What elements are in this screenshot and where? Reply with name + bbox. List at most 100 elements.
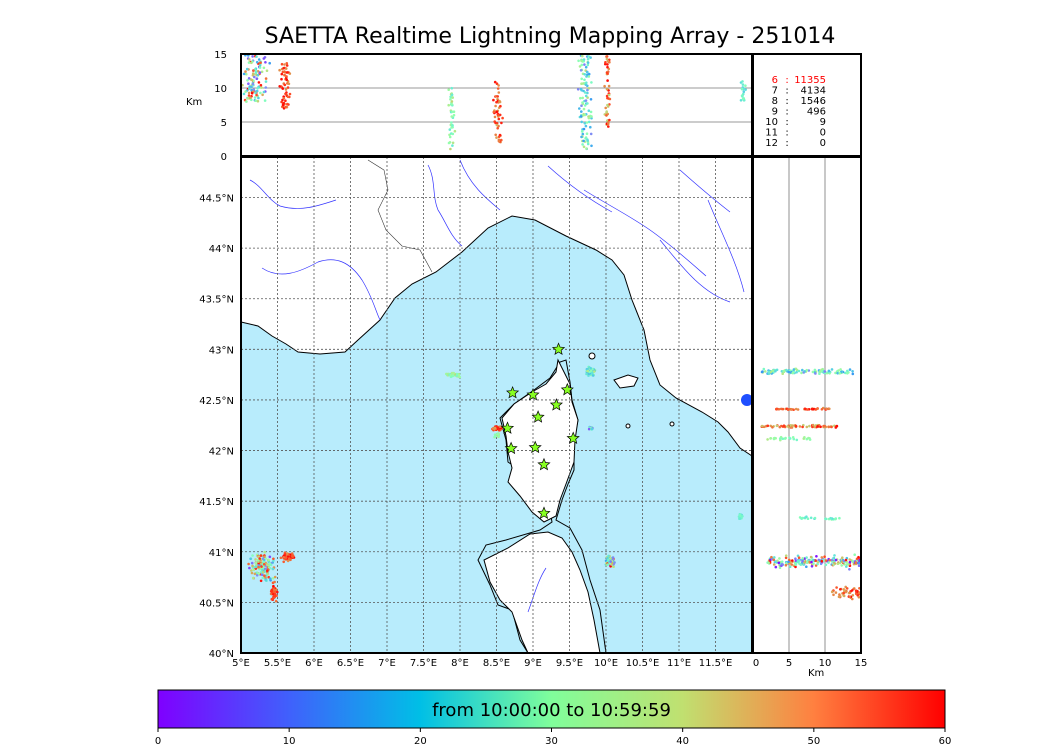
side-point [810,407,814,411]
side-point [842,594,845,597]
altitude-point [582,139,585,143]
altitude-point [605,57,609,61]
side-point [771,369,775,372]
side-point [769,370,773,374]
altitude-point [447,103,451,107]
side-point [777,561,781,565]
side-point [833,562,837,565]
altitude-point [589,132,593,136]
side-point [834,591,838,594]
altitude-tick-label: 10 [214,84,227,95]
altitude-point [586,139,589,142]
altitude-point [260,70,264,74]
elba-island [613,374,639,389]
station-count-value: 9 [820,117,826,128]
altitude-point [495,82,499,85]
station-count-sep: : [785,75,788,86]
altitude-tick-label: 5 [221,118,227,129]
altitude-point [580,82,583,85]
altitude-point [248,58,251,61]
altitude-point [256,73,260,77]
altitude-point [583,78,586,82]
altitude-point [495,110,499,113]
side-point [853,553,856,556]
side-point [767,561,770,564]
side-point [775,424,779,428]
lightning-point [494,435,497,438]
altitude-point [253,75,256,79]
side-point [781,372,784,376]
altitude-point [606,79,609,82]
lightning-point [288,557,291,560]
lightning-point [262,562,266,566]
altitude-point [246,79,249,82]
side-point [786,425,789,428]
side-point [818,372,821,376]
altitude-point [589,98,593,101]
altitude-point [260,86,263,89]
station-count-value: 4134 [801,86,826,97]
lightning-point [585,372,588,376]
colorbar-tick-label: 0 [155,736,161,747]
side-point [857,561,861,565]
side-point [778,557,781,560]
altitude-point [583,113,587,117]
altitude-point [259,61,262,64]
altitude-ylabel: Km [186,97,202,108]
altitude-point [283,74,286,77]
altitude-point [580,77,583,81]
lat-tick-label: 40.5°N [199,598,234,609]
side-point [851,370,854,373]
side-point [778,425,782,429]
altitude-point [493,115,497,119]
lightning-point [259,554,263,557]
side-point [784,436,787,440]
altitude-point [262,90,266,94]
altitude-point [242,92,246,96]
altitude-point [496,95,500,98]
side-point [814,372,817,375]
source-marker [741,394,753,406]
altitude-point [586,70,589,74]
lightning-point [586,369,589,373]
altitude-point [244,90,247,93]
altitude-point [259,83,263,87]
altitude-point [583,73,586,76]
altitude-point [285,75,288,78]
station-star [560,382,574,396]
altitude-point [587,109,591,112]
altitude-point [583,104,587,107]
altitude-point [606,103,609,107]
side-point [770,555,773,559]
altitude-point [587,116,591,120]
lightning-point [254,565,257,569]
altitude-point [248,85,251,88]
altitude-point [262,66,266,70]
station-count-value: 0 [820,128,826,139]
side-point [777,407,781,411]
lightning-point [591,374,595,377]
altitude-point [585,147,588,150]
corsica [501,358,579,523]
side-point [803,561,806,564]
side-point [760,370,764,374]
giglio-island [669,421,675,427]
altitude-point [580,88,583,92]
altitude-point [741,95,744,98]
altitude-point [580,110,583,113]
lightning-point [252,576,255,580]
side-point [792,368,796,371]
altitude-point [604,61,607,64]
altitude-point [255,60,259,64]
altitude-point [284,105,287,109]
altitude-point [606,96,609,100]
station-count-value: 11355 [794,75,826,86]
altitude-point [582,145,586,149]
lon-tick-label: 8.5°E [483,658,510,669]
lat-tick-label: 41°N [209,548,234,559]
altitude-point [250,98,253,102]
altitude-point [249,96,252,99]
altitude-point [278,85,282,88]
lightning-point [263,550,267,554]
lightning-point [612,565,615,568]
